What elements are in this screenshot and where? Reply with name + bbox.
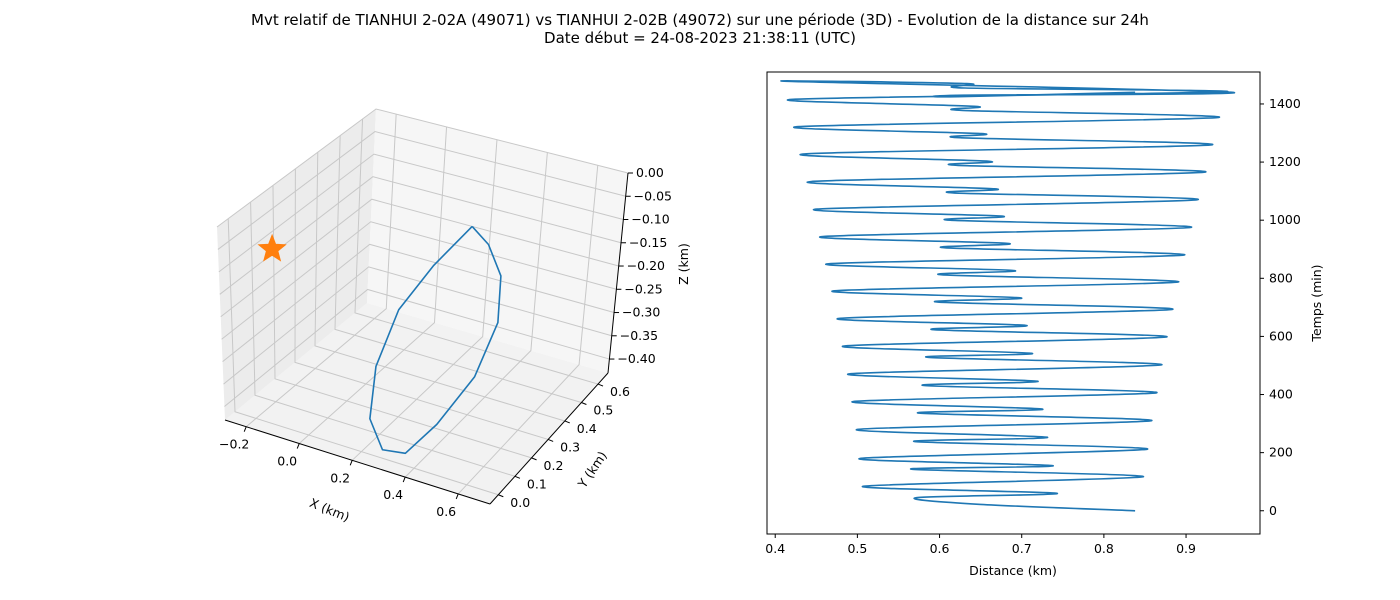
x-tick-label: 0.8 [1094, 541, 1114, 556]
x-tick [402, 476, 406, 483]
x-gridline [457, 165, 599, 495]
z-gridline [217, 131, 626, 250]
distance-line [780, 80, 1236, 512]
x-gridline [404, 152, 548, 478]
reference-star-marker [257, 233, 287, 262]
chart-3d: −0.2 0.0 0.2 0.4 0.6 0.0 0.1 0.2 0.3 0.4 0.5 0.6 0.0… [216, 108, 691, 525]
grid-lines [216, 108, 629, 496]
y-tick-label: 200 [1269, 445, 1293, 460]
y-tick-label: 0.5 [593, 403, 613, 418]
y-tick-label: 0.3 [560, 439, 580, 454]
distance-axis-label: Distance (km) [969, 563, 1057, 578]
z-gridline [221, 221, 617, 340]
y-gridline [227, 218, 499, 496]
y-tick-label: 600 [1269, 328, 1293, 343]
back-pane [367, 109, 628, 373]
x-tick-label: 0.0 [277, 454, 297, 469]
x-tick-label: 0.5 [847, 541, 867, 556]
z-tick-label: −0.40 [617, 351, 655, 366]
y-gridline [250, 202, 516, 477]
tick-labels: −0.2 0.0 0.2 0.4 0.6 0.0 0.1 0.2 0.3 0.4 0.5 0.6 0.0… [219, 165, 672, 519]
z-tick-label: −0.35 [620, 328, 658, 343]
x-tick-label: −0.2 [219, 437, 249, 452]
y-tick-label: 0.2 [544, 458, 564, 473]
x-tick [243, 426, 247, 432]
y-axis-label: Y (km) [574, 448, 610, 491]
axis-lines [224, 172, 629, 505]
y-gridline [314, 152, 565, 422]
x-tick-label: 0.7 [1012, 541, 1032, 556]
y-tick-label: 1400 [1269, 96, 1301, 111]
x-tick-label: 0.6 [436, 504, 456, 519]
z-axis-line [607, 172, 629, 374]
y-axis-line [489, 372, 609, 505]
x-tick-label: 0.6 [930, 541, 950, 556]
z-axis-label: Z (km) [676, 243, 691, 285]
time-axis-label: Temps (min) [1309, 264, 1324, 342]
y-tick [581, 402, 587, 405]
x-axis-line [224, 419, 491, 505]
x-tick-label: 0.9 [1176, 541, 1196, 556]
y-tick [498, 494, 504, 498]
x-gridline [298, 126, 448, 444]
y-tick [597, 383, 604, 387]
x-tick [349, 460, 353, 466]
z-tick-label: −0.15 [629, 235, 667, 250]
z-gridline [218, 153, 624, 273]
z-tick-label: −0.30 [622, 305, 660, 320]
y-tick-label: 0.6 [610, 384, 630, 399]
x-tick [296, 443, 300, 449]
chart-subtitle: Date début = 24-08-2023 21:38:11 (UTC) [544, 29, 856, 47]
x-tick-label: 0.4 [765, 541, 785, 556]
x-tick-label: 0.2 [330, 470, 350, 485]
distance-plot-area [780, 80, 1236, 512]
y-tick-label: 1000 [1269, 212, 1301, 227]
plot-frame [766, 71, 1261, 535]
z-tick-label: −0.20 [627, 258, 665, 273]
x-gridline [351, 139, 498, 461]
chart-title: Mvt relatif de TIANHUI 2-02A (49071) vs … [251, 11, 1149, 29]
y-tick-label: 0.1 [527, 476, 547, 491]
y-tick-label: 1200 [1269, 154, 1301, 169]
y-gridline [354, 118, 599, 385]
y-tick [514, 475, 521, 479]
y-tick [547, 438, 554, 442]
y-tick-label: 800 [1269, 270, 1293, 285]
z-gridline [223, 266, 612, 385]
relative-motion-line [369, 225, 502, 455]
z-gridline [216, 108, 629, 228]
x-gridline [245, 114, 397, 428]
y-tick [564, 420, 570, 424]
z-gridline [220, 198, 619, 318]
z-tick-label: −0.10 [631, 212, 669, 227]
z-gridline [224, 288, 610, 407]
floor-pane [225, 303, 608, 504]
y-tick-label: 0.4 [577, 421, 597, 436]
z-tick-label: −0.05 [634, 188, 672, 203]
plot-area [257, 225, 502, 455]
x-tick [455, 493, 459, 500]
x-axis-label: X (km) [308, 495, 352, 525]
z-tick-label: 0.00 [636, 165, 664, 180]
y-tick-label: 400 [1269, 387, 1293, 402]
y-tick-label: 0.0 [510, 495, 530, 510]
z-tick-label: −0.25 [624, 281, 662, 296]
y-tick-label: 0 [1269, 503, 1277, 518]
x-tick-label: 0.4 [383, 487, 403, 502]
left-pane [217, 109, 376, 420]
tick-labels-2d: 0.4 0.5 0.6 0.7 0.8 0.9 0 200 400 600 800 1000 1200 1… [765, 96, 1301, 556]
y-tick [531, 457, 537, 461]
z-gridline [222, 243, 615, 363]
y-gridline [294, 168, 549, 440]
pane-backgrounds [217, 109, 628, 504]
y-gridline [334, 135, 582, 404]
